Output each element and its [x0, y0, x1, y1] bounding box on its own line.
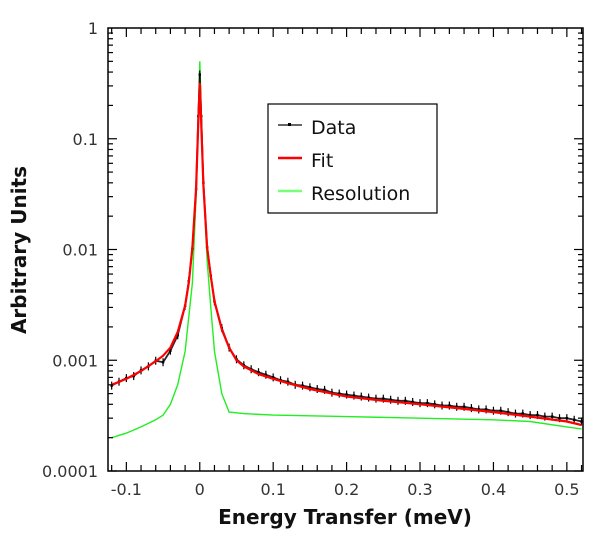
data-point	[338, 392, 341, 395]
data-point	[426, 401, 429, 405]
data-point	[169, 349, 172, 352]
data-point	[514, 412, 517, 415]
data-point	[580, 420, 583, 423]
data-point	[264, 373, 268, 376]
legend: Data Fit Resolution	[267, 103, 438, 214]
data-point	[323, 388, 326, 392]
data-point	[536, 413, 539, 417]
x-tick-label: 0.1	[260, 480, 285, 499]
data-point	[308, 386, 312, 389]
legend-label-data: Data	[311, 117, 356, 139]
data-point	[367, 396, 370, 399]
x-tick-label: 0.2	[334, 480, 359, 499]
x-tick-label: 0.5	[554, 480, 579, 499]
data-point	[528, 413, 532, 417]
data-point	[271, 376, 275, 379]
data-point	[558, 416, 561, 420]
data-point	[448, 404, 451, 407]
x-tick-label: 0.3	[407, 480, 432, 499]
data-point	[110, 384, 113, 387]
data-point	[257, 371, 260, 374]
y-axis-title: Arbitrary Units	[7, 166, 31, 334]
series-fit-line	[111, 82, 582, 427]
x-axis-title: Energy Transfer (meV)	[218, 505, 472, 529]
data-point	[492, 409, 495, 412]
data-point	[374, 397, 378, 400]
x-tick-label: 0	[195, 480, 205, 499]
data-point	[433, 403, 436, 406]
data-point	[198, 73, 201, 76]
data-point	[176, 334, 179, 337]
data-point	[360, 395, 363, 398]
x-tick-label: 0.4	[481, 480, 506, 499]
data-point	[345, 393, 348, 396]
data-point	[396, 399, 400, 403]
data-point	[572, 418, 576, 421]
data-point	[462, 405, 466, 408]
data-point	[404, 399, 407, 403]
legend-label-fit: Fit	[311, 150, 333, 172]
data-point	[565, 416, 569, 420]
data-point	[382, 397, 385, 400]
y-tick-label: 0.001	[52, 351, 98, 370]
data-point	[543, 415, 547, 418]
axis-ticks: -0.1 0 0.1 0.2 0.3 0.4 0.5 1 0.1 0.01 0.001 0.0001	[42, 19, 583, 499]
data-point	[389, 398, 392, 401]
y-tick-label: 0.01	[62, 241, 98, 260]
data-point	[411, 400, 414, 404]
legend-marker-data	[288, 123, 291, 126]
y-tick-label: 0.1	[73, 130, 98, 149]
y-tick-label: 1	[88, 19, 98, 38]
data-point	[455, 405, 458, 408]
data-point	[477, 408, 480, 411]
data-point	[550, 415, 554, 418]
data-point	[301, 384, 304, 387]
data-point	[316, 387, 319, 391]
data-point	[521, 412, 524, 415]
data-point	[470, 406, 473, 410]
x-tick-label: -0.1	[111, 480, 142, 499]
series-resolution-line	[111, 61, 582, 439]
plot-area	[110, 61, 583, 439]
data-point	[484, 408, 488, 411]
y-tick-label: 0.0001	[42, 462, 98, 481]
data-point	[352, 394, 356, 397]
data-point	[161, 361, 165, 364]
legend-label-resolution: Resolution	[311, 183, 410, 205]
data-point	[499, 409, 502, 412]
data-point	[418, 401, 422, 405]
plot-frame	[107, 27, 584, 472]
data-point	[286, 380, 290, 383]
data-point	[506, 410, 510, 414]
